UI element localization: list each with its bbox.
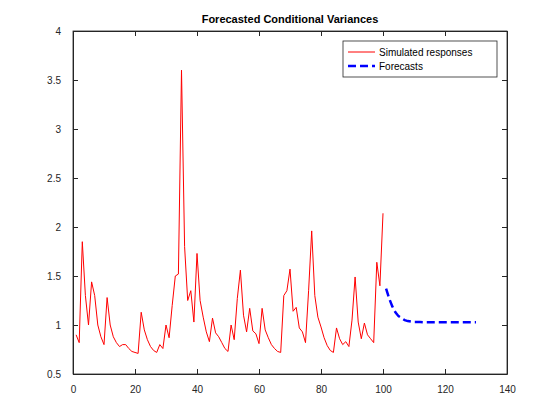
tick-label: 4 [55, 26, 61, 37]
tick [502, 178, 507, 179]
tick-label: 0 [71, 384, 77, 395]
tick-label: 3.5 [47, 75, 61, 86]
tick-mark [502, 178, 507, 179]
x-axis: 0 20 40 60 80 100 120 140 [71, 369, 517, 395]
tick: 20 [130, 369, 142, 395]
tick [502, 276, 507, 277]
tick-label: 2 [55, 222, 61, 233]
lines [76, 70, 476, 353]
legend-swatch [348, 52, 375, 53]
tick-mark [259, 369, 260, 374]
tick [197, 31, 198, 36]
tick-label: 120 [437, 384, 454, 395]
tick: 120 [437, 369, 454, 395]
plot-background [73, 31, 507, 374]
plot: 0 20 40 60 80 100 120 140 0.5 1 1.5 2 2.5 3 3.5 4 Simula… [47, 26, 516, 395]
legend-box [343, 41, 497, 77]
series-line [386, 289, 476, 323]
tick-mark [73, 129, 78, 130]
tick-label: 1 [55, 320, 61, 331]
tick-mark [135, 369, 136, 374]
tick-mark [321, 31, 322, 36]
tick-mark [197, 31, 198, 36]
tick-mark [383, 31, 384, 36]
x-axis-top [74, 31, 508, 36]
tick: 100 [375, 369, 392, 395]
tick [502, 80, 507, 81]
tick-label: 140 [499, 384, 516, 395]
legend: Simulated responses Forecasts [343, 41, 497, 77]
tick-label: 60 [254, 384, 266, 395]
legend-swatch [348, 65, 375, 68]
chart: 0 20 40 60 80 100 120 140 0.5 1 1.5 2 2.5 3 3.5 4 Simula… [0, 0, 560, 420]
tick-mark [502, 129, 507, 130]
tick-mark [383, 369, 384, 374]
tick-mark [502, 80, 507, 81]
tick-label: 3 [55, 124, 61, 135]
tick-label: 80 [316, 384, 328, 395]
tick-mark [135, 31, 136, 36]
tick-mark [321, 369, 322, 374]
tick-mark [73, 227, 78, 228]
tick-mark [502, 325, 507, 326]
series-line [76, 70, 383, 353]
tick [135, 31, 136, 36]
tick: 1 [55, 320, 78, 331]
tick-mark [197, 369, 198, 374]
tick-mark [73, 276, 78, 277]
tick-label: 100 [375, 384, 392, 395]
tick-label: 1.5 [47, 271, 61, 282]
tick: 2 [55, 222, 78, 233]
tick-mark [502, 276, 507, 277]
tick [502, 227, 507, 228]
legend-label: Simulated responses [379, 47, 472, 58]
tick-label: 0.5 [47, 369, 61, 380]
tick: 80 [316, 369, 328, 395]
tick-mark [73, 178, 78, 179]
tick [259, 31, 260, 36]
tick-label: 40 [192, 384, 204, 395]
tick-label: 2.5 [47, 173, 61, 184]
tick: 40 [192, 369, 204, 395]
tick-mark [445, 369, 446, 374]
tick [321, 31, 322, 36]
tick [502, 325, 507, 326]
tick: 3 [55, 124, 78, 135]
plot-frame [73, 31, 507, 374]
tick-mark [73, 325, 78, 326]
chart-title: Forecasted Conditional Variances [202, 13, 379, 25]
tick-mark [259, 31, 260, 36]
tick-mark [73, 80, 78, 81]
tick-mark [445, 31, 446, 36]
tick-label: 20 [130, 384, 142, 395]
tick-mark [502, 227, 507, 228]
legend-label: Forecasts [379, 61, 423, 72]
tick [383, 31, 384, 36]
tick [502, 129, 507, 130]
tick [445, 31, 446, 36]
tick: 60 [254, 369, 266, 395]
